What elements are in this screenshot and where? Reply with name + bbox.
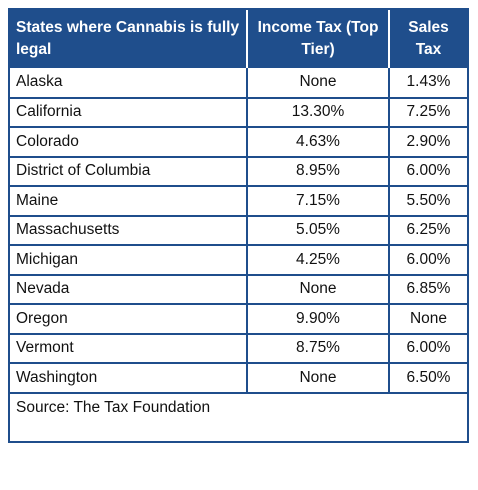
income-tax-cell: 4.25% [246, 244, 390, 276]
state-cell: Colorado [10, 126, 248, 158]
sales-tax-cell: 1.43% [388, 68, 467, 99]
table-row: Alaska None 1.43% [10, 68, 467, 99]
income-tax-cell: 8.95% [246, 155, 390, 187]
income-tax-cell: 9.90% [246, 303, 390, 335]
state-cell: Massachusetts [10, 214, 248, 246]
state-cell: Nevada [10, 273, 248, 305]
table-row: Nevada None 6.85% [10, 273, 467, 305]
table-row: District of Columbia 8.95% 6.00% [10, 155, 467, 187]
table-bottom-padding [10, 422, 467, 441]
table-row: Oregon 9.90% None [10, 303, 467, 335]
header-income-tax: Income Tax (Top Tier) [246, 10, 390, 68]
income-tax-cell: None [246, 68, 390, 99]
sales-tax-cell: 6.85% [388, 273, 467, 305]
sales-tax-cell: 6.00% [388, 155, 467, 187]
table-header-row: States where Cannabis is fully legal Inc… [10, 10, 467, 68]
income-tax-cell: None [246, 362, 390, 394]
state-cell: Alaska [10, 68, 248, 99]
source-note: Source: The Tax Foundation [10, 391, 467, 423]
sales-tax-cell: 7.25% [388, 96, 467, 128]
income-tax-cell: 7.15% [246, 185, 390, 217]
income-tax-cell: 5.05% [246, 214, 390, 246]
sales-tax-cell: 6.50% [388, 362, 467, 394]
table-row: California 13.30% 7.25% [10, 96, 467, 128]
header-sales-tax: Sales Tax [388, 10, 467, 68]
sales-tax-cell: None [388, 303, 467, 335]
sales-tax-cell: 5.50% [388, 185, 467, 217]
income-tax-cell: 13.30% [246, 96, 390, 128]
tax-table-frame: States where Cannabis is fully legal Inc… [8, 8, 469, 443]
income-tax-cell: None [246, 273, 390, 305]
source-row: Source: The Tax Foundation [10, 391, 467, 423]
table-row: Maine 7.15% 5.50% [10, 185, 467, 217]
state-cell: Michigan [10, 244, 248, 276]
state-cell: Vermont [10, 332, 248, 364]
income-tax-cell: 4.63% [246, 126, 390, 158]
table-row: Washington None 6.50% [10, 362, 467, 394]
sales-tax-cell: 6.25% [388, 214, 467, 246]
sales-tax-cell: 6.00% [388, 244, 467, 276]
state-cell: Oregon [10, 303, 248, 335]
state-cell: California [10, 96, 248, 128]
state-cell: Maine [10, 185, 248, 217]
table-row: Massachusetts 5.05% 6.25% [10, 214, 467, 246]
state-cell: Washington [10, 362, 248, 394]
table-row: Colorado 4.63% 2.90% [10, 126, 467, 158]
cannabis-tax-table: States where Cannabis is fully legal Inc… [10, 10, 467, 423]
header-state: States where Cannabis is fully legal [10, 10, 248, 68]
state-cell: District of Columbia [10, 155, 248, 187]
sales-tax-cell: 2.90% [388, 126, 467, 158]
table-row: Vermont 8.75% 6.00% [10, 332, 467, 364]
sales-tax-cell: 6.00% [388, 332, 467, 364]
table-row: Michigan 4.25% 6.00% [10, 244, 467, 276]
income-tax-cell: 8.75% [246, 332, 390, 364]
